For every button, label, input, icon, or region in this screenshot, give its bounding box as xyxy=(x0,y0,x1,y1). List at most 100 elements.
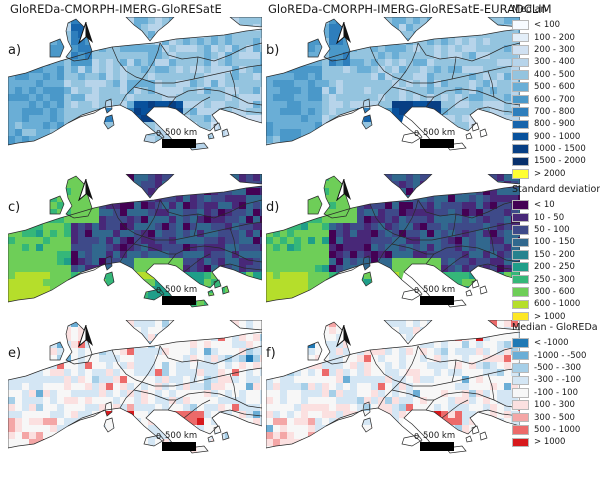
legend-item: 800 - 900 xyxy=(512,118,600,130)
legend-label: -300 - -100 xyxy=(534,375,582,386)
map-svg xyxy=(8,174,262,308)
legend-standard-deviation: Standard deviation < 10 10 - 50 50 - 100 10… xyxy=(512,184,600,323)
legend-swatch xyxy=(512,375,529,386)
legend-item: 1500 - 2000 xyxy=(512,155,600,167)
legend-label: < -1000 xyxy=(534,338,569,349)
legend-swatch xyxy=(512,70,529,80)
legend-swatch xyxy=(512,32,529,43)
scale-bar: 0 500 km xyxy=(414,127,484,149)
legend-swatch xyxy=(512,274,529,285)
legend-swatch xyxy=(512,156,529,167)
panel-label: c) xyxy=(8,200,21,215)
legend-label: 500 - 1000 xyxy=(534,424,581,435)
north-arrow-icon xyxy=(336,22,352,44)
map-svg xyxy=(8,17,262,151)
scale-km-label: 500 km xyxy=(165,128,198,138)
legend-label: 150 - 200 xyxy=(534,249,575,260)
legend-label: 300 - 500 xyxy=(534,412,575,423)
legend-swatch xyxy=(512,311,529,322)
scale-zero-label: 0 xyxy=(156,286,162,295)
legend-label: -100 - 100 xyxy=(534,387,578,398)
scale-bar-graphic xyxy=(420,442,454,451)
legend-item: > 1000 xyxy=(512,436,600,448)
legend-label: > 1000 xyxy=(534,311,566,322)
legend-median-minus-gloreda: Median - GloREDa < -1000 -1000 - -500 -500… xyxy=(512,322,600,449)
legend-title-median-minus-gloreda: Median - GloREDa xyxy=(512,322,598,333)
scale-km-label: 500 km xyxy=(165,431,198,441)
legend-swatch xyxy=(512,425,529,435)
legend-swatch xyxy=(512,412,529,423)
map-panel-e: e) 0 500 km xyxy=(8,320,262,454)
legend-item: 1000 - 1500 xyxy=(512,143,600,155)
scale-bar: 0 500 km xyxy=(156,284,226,306)
legend-label: > 2000 xyxy=(534,168,566,179)
legend-swatch xyxy=(512,299,529,310)
legend-label: 100 - 150 xyxy=(534,237,575,248)
legend-label: 800 - 900 xyxy=(534,119,575,130)
scale-bar-graphic xyxy=(162,139,196,148)
map-panel-d: d) 0 500 km xyxy=(266,174,520,308)
legend-label: 700 - 800 xyxy=(534,106,575,117)
legend-label: 500 - 600 xyxy=(534,82,575,93)
legend-item: 10 - 50 xyxy=(512,211,600,223)
legend-item: 300 - 500 xyxy=(512,411,600,423)
legend-item: > 2000 xyxy=(512,168,600,180)
legend-item: 600 - 1000 xyxy=(512,298,600,310)
scale-zero-label: 0 xyxy=(156,129,162,138)
legend-item: 100 - 300 xyxy=(512,399,600,411)
legend-label: 300 - 600 xyxy=(534,286,575,297)
scale-bar-graphic xyxy=(420,139,454,148)
legend-label: 200 - 300 xyxy=(534,44,575,55)
legend-swatch xyxy=(512,107,529,117)
legend-item: 500 - 1000 xyxy=(512,424,600,436)
legend-label: < 10 xyxy=(534,200,555,211)
legend-label: 10 - 50 xyxy=(534,212,565,223)
legend-label: -500 - -300 xyxy=(534,362,582,373)
map-svg xyxy=(266,17,520,151)
legend-item: 150 - 200 xyxy=(512,249,600,261)
legend-item: 50 - 100 xyxy=(512,224,600,236)
legend-item: > 1000 xyxy=(512,311,600,323)
scale-bar: 0 500 km xyxy=(156,127,226,149)
legend-swatch xyxy=(512,350,529,361)
legend-swatch xyxy=(512,45,529,55)
legend-label: > 1000 xyxy=(534,437,566,448)
scale-bar: 0 500 km xyxy=(414,284,484,306)
legend-items-standard-deviation: < 10 10 - 50 50 - 100 100 - 150 150 - 200 200… xyxy=(512,199,600,323)
scale-bar-graphic xyxy=(162,442,196,451)
legend-swatch xyxy=(512,437,529,448)
scale-zero-label: 0 xyxy=(414,129,420,138)
legend-swatch xyxy=(512,262,529,272)
scale-zero-label: 0 xyxy=(156,432,162,441)
legend-label: 900 - 1000 xyxy=(534,131,581,142)
legend-label: 300 - 400 xyxy=(534,57,575,68)
legend-label: 1000 - 1500 xyxy=(534,144,586,155)
legend-swatch xyxy=(512,338,529,348)
north-arrow-icon xyxy=(336,325,352,347)
legend-label: 400 - 500 xyxy=(534,69,575,80)
legend-item: 400 - 500 xyxy=(512,69,600,81)
legend-swatch xyxy=(512,82,529,92)
legend-swatch xyxy=(512,169,529,179)
legend-swatch xyxy=(512,212,529,223)
legend-item: < 10 xyxy=(512,199,600,211)
north-arrow-icon xyxy=(78,22,94,44)
legend-items-median: < 100 100 - 200 200 - 300 300 - 400 400 - 50… xyxy=(512,19,600,180)
legend-label: 600 - 700 xyxy=(534,94,575,105)
legend-item: 200 - 300 xyxy=(512,44,600,56)
legend-item: 300 - 600 xyxy=(512,286,600,298)
legend-item: -300 - -100 xyxy=(512,374,600,386)
legend-swatch xyxy=(512,287,529,297)
panel-label: a) xyxy=(8,43,22,58)
scale-km-label: 500 km xyxy=(423,285,456,295)
column-title-right: GloREDa-CMORPH-IMERG-GloRESatE-EURADCLIM xyxy=(268,2,552,16)
legend-swatch xyxy=(512,200,529,210)
legend-item: 600 - 700 xyxy=(512,93,600,105)
legend-item: 200 - 250 xyxy=(512,261,600,273)
scale-zero-label: 0 xyxy=(414,432,420,441)
legend-swatch xyxy=(512,250,529,260)
north-arrow-icon xyxy=(336,179,352,201)
scale-bar-graphic xyxy=(162,296,196,305)
legend-title-standard-deviation: Standard deviation xyxy=(512,184,600,195)
legend-label: 100 - 200 xyxy=(534,32,575,43)
